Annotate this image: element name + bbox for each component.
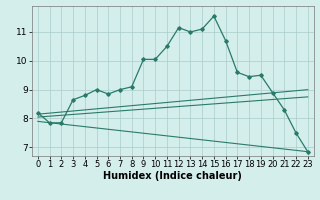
X-axis label: Humidex (Indice chaleur): Humidex (Indice chaleur)	[103, 171, 242, 181]
